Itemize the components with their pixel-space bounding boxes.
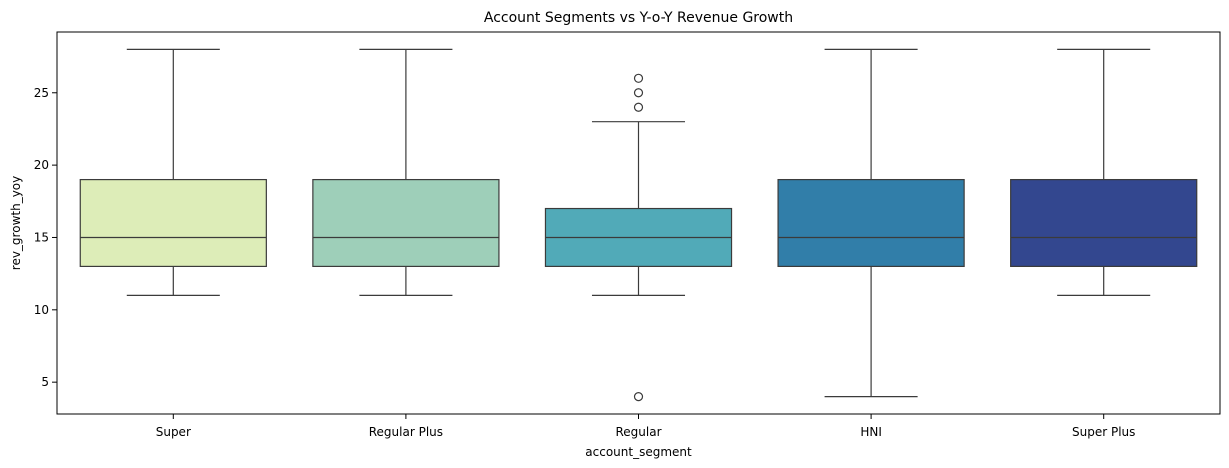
box-group-regular-plus [312, 48, 500, 296]
x-tick-label: Super Plus [1072, 425, 1135, 439]
plot-area [79, 48, 1198, 402]
box-group-super-plus [1010, 48, 1198, 296]
x-tick-label: Regular Plus [369, 425, 443, 439]
x-tick-label: Super [156, 425, 191, 439]
y-tick-label: 5 [41, 375, 49, 389]
y-tick-label: 15 [34, 230, 49, 244]
box-iqr [1010, 178, 1198, 268]
y-axis: 5 10 15 20 25 [34, 86, 57, 389]
y-tick-label: 25 [34, 86, 49, 100]
box-iqr [312, 178, 500, 268]
y-tick-label: 20 [34, 158, 49, 172]
box-group-hni [777, 48, 965, 398]
box-group-super [79, 48, 267, 296]
outlier-point [633, 392, 644, 402]
box-iqr [79, 178, 267, 268]
box-group-regular [544, 73, 733, 402]
box-iqr [777, 178, 965, 268]
y-tick-label: 10 [34, 303, 49, 317]
outlier-point [633, 88, 644, 98]
x-axis-label: account_segment [585, 445, 692, 459]
y-axis-label: rev_growth_yoy [9, 176, 23, 270]
x-axis: Super Regular Plus Regular HNI Super Plus [156, 414, 1135, 439]
outlier-point [633, 73, 644, 83]
x-tick-label: HNI [860, 425, 882, 439]
outlier-point [633, 102, 644, 112]
chart-title: Account Segments vs Y-o-Y Revenue Growth [484, 10, 793, 26]
x-tick-label: Regular [615, 425, 661, 439]
